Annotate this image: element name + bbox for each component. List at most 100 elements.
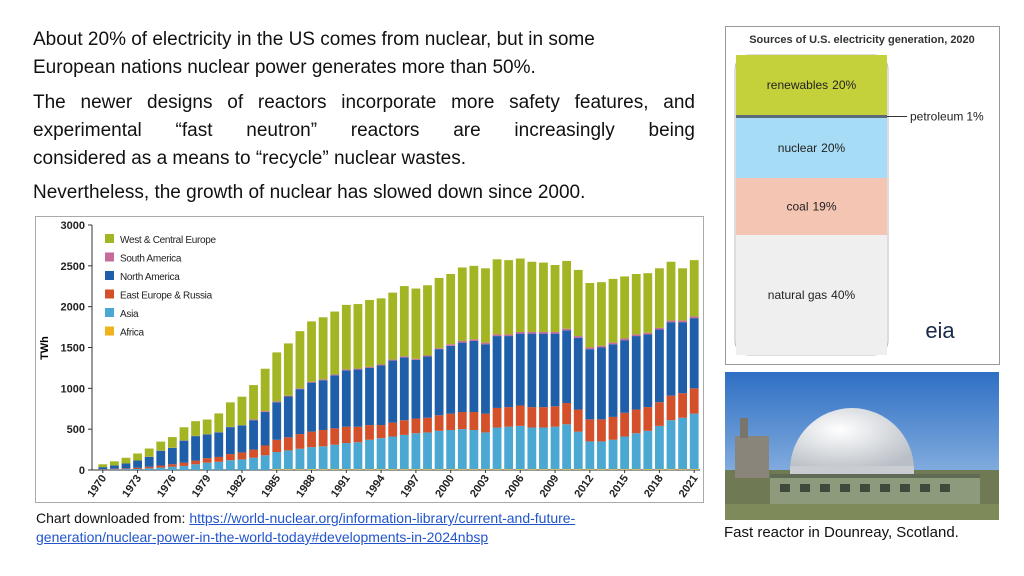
segment-name: natural gas (768, 288, 827, 302)
bar-segment (585, 349, 595, 420)
bar-segment (678, 268, 688, 321)
bar-segment (504, 260, 514, 335)
bar-segment (527, 407, 537, 428)
bar-segment (562, 330, 572, 404)
bar-segment (283, 396, 293, 438)
paragraph: About 20% of electricity in the US comes… (33, 26, 695, 82)
bar-segment (597, 345, 606, 348)
bar-segment (573, 336, 583, 338)
bar-segment (353, 369, 363, 427)
bar-segment (608, 344, 618, 417)
bar-segment (527, 261, 537, 332)
bar-segment (434, 277, 444, 349)
bar-segment (365, 367, 374, 426)
bar-segment (539, 427, 548, 470)
bar-segment (295, 388, 305, 390)
bar-segment (643, 332, 653, 335)
bar-segment (133, 453, 142, 461)
segment-value: 1% (966, 110, 984, 124)
bar-segment (666, 320, 676, 323)
bar-segment (423, 417, 432, 433)
bar-segment (550, 265, 560, 332)
bar-segment (608, 416, 618, 440)
bar-segment (550, 333, 560, 407)
bar-segment (655, 402, 664, 426)
bar-segment (249, 419, 258, 421)
bar-segment (423, 469, 432, 470)
bar-segment (121, 463, 131, 469)
bar-segment (341, 469, 351, 470)
bar-segment (388, 436, 398, 470)
stack-segment (736, 178, 887, 235)
bar-segment (655, 268, 664, 328)
bar-segment (341, 370, 351, 427)
bar-segment (167, 464, 177, 467)
bar-segment (620, 340, 630, 413)
bar-segment (249, 457, 258, 470)
bar-segment (214, 432, 224, 457)
bar-segment (481, 413, 490, 433)
bar-segment (411, 288, 421, 359)
photo-caption: Fast reactor in Dounreay, Scotland. (724, 524, 959, 541)
bar-segment (573, 469, 583, 470)
segment-value: 20% (832, 78, 856, 92)
bar-segment (492, 407, 502, 428)
eia-logo: eia (925, 318, 955, 343)
bar-segment (365, 439, 374, 470)
segment-label: coal 19% (786, 200, 836, 214)
bar-segment (307, 447, 316, 470)
bar-segment (492, 427, 502, 470)
bar-segment (109, 461, 119, 466)
bar-segment (655, 327, 664, 330)
bar-segment (283, 395, 293, 397)
bar-segment (318, 380, 328, 430)
y-tick-label: 2500 (61, 261, 85, 273)
bar-segment (411, 418, 421, 434)
y-tick-label: 3000 (61, 220, 85, 232)
y-tick-label: 1500 (61, 343, 85, 355)
bar-segment (469, 339, 479, 341)
bar-segment (399, 420, 409, 435)
bar-segment (515, 425, 525, 470)
bar-segment (121, 468, 131, 470)
bar-segment (272, 401, 282, 403)
bar-segment (353, 304, 363, 369)
bar-segment (191, 464, 200, 470)
bar-segment (295, 434, 305, 449)
bar-segment (597, 441, 606, 470)
bar-segment (214, 461, 224, 470)
bar-segment (643, 407, 653, 431)
legend-swatch (105, 289, 114, 299)
bar-segment (179, 440, 189, 463)
bar-segment (237, 452, 247, 460)
bar-segment (179, 462, 189, 466)
bar-segment (492, 259, 502, 335)
bar-segment (272, 352, 282, 402)
bar-segment (666, 322, 676, 396)
text-line: Nevertheless, the growth of nuclear has … (33, 182, 586, 203)
bar-segment (689, 316, 699, 319)
bar-segment (260, 455, 270, 470)
bar-segment (550, 426, 560, 470)
bar-segment (562, 424, 572, 470)
bar-segment (330, 444, 340, 470)
legend-swatch (105, 326, 114, 336)
bar-segment (643, 469, 653, 470)
legend-label: North America (120, 272, 180, 283)
bar-segment (399, 434, 409, 470)
bar-segment (504, 426, 514, 470)
bar-segment (318, 446, 328, 470)
bar-segment (597, 469, 606, 470)
source-link[interactable]: https://world-nuclear.org/information-li… (36, 510, 576, 545)
bar-segment (492, 336, 502, 408)
bar-segment (318, 317, 328, 380)
bar-segment (620, 338, 630, 341)
paragraph: The newer designs of reactors incorporat… (33, 89, 695, 173)
bar-segment (388, 292, 398, 360)
paragraph: Nevertheless, the growth of nuclear has … (33, 179, 695, 207)
source-note: Chart downloaded from: https://world-nuc… (36, 509, 686, 547)
bar-segment (144, 456, 154, 467)
bar-segment (341, 369, 351, 371)
bar-segment (573, 409, 583, 432)
bar-segment (341, 426, 351, 444)
